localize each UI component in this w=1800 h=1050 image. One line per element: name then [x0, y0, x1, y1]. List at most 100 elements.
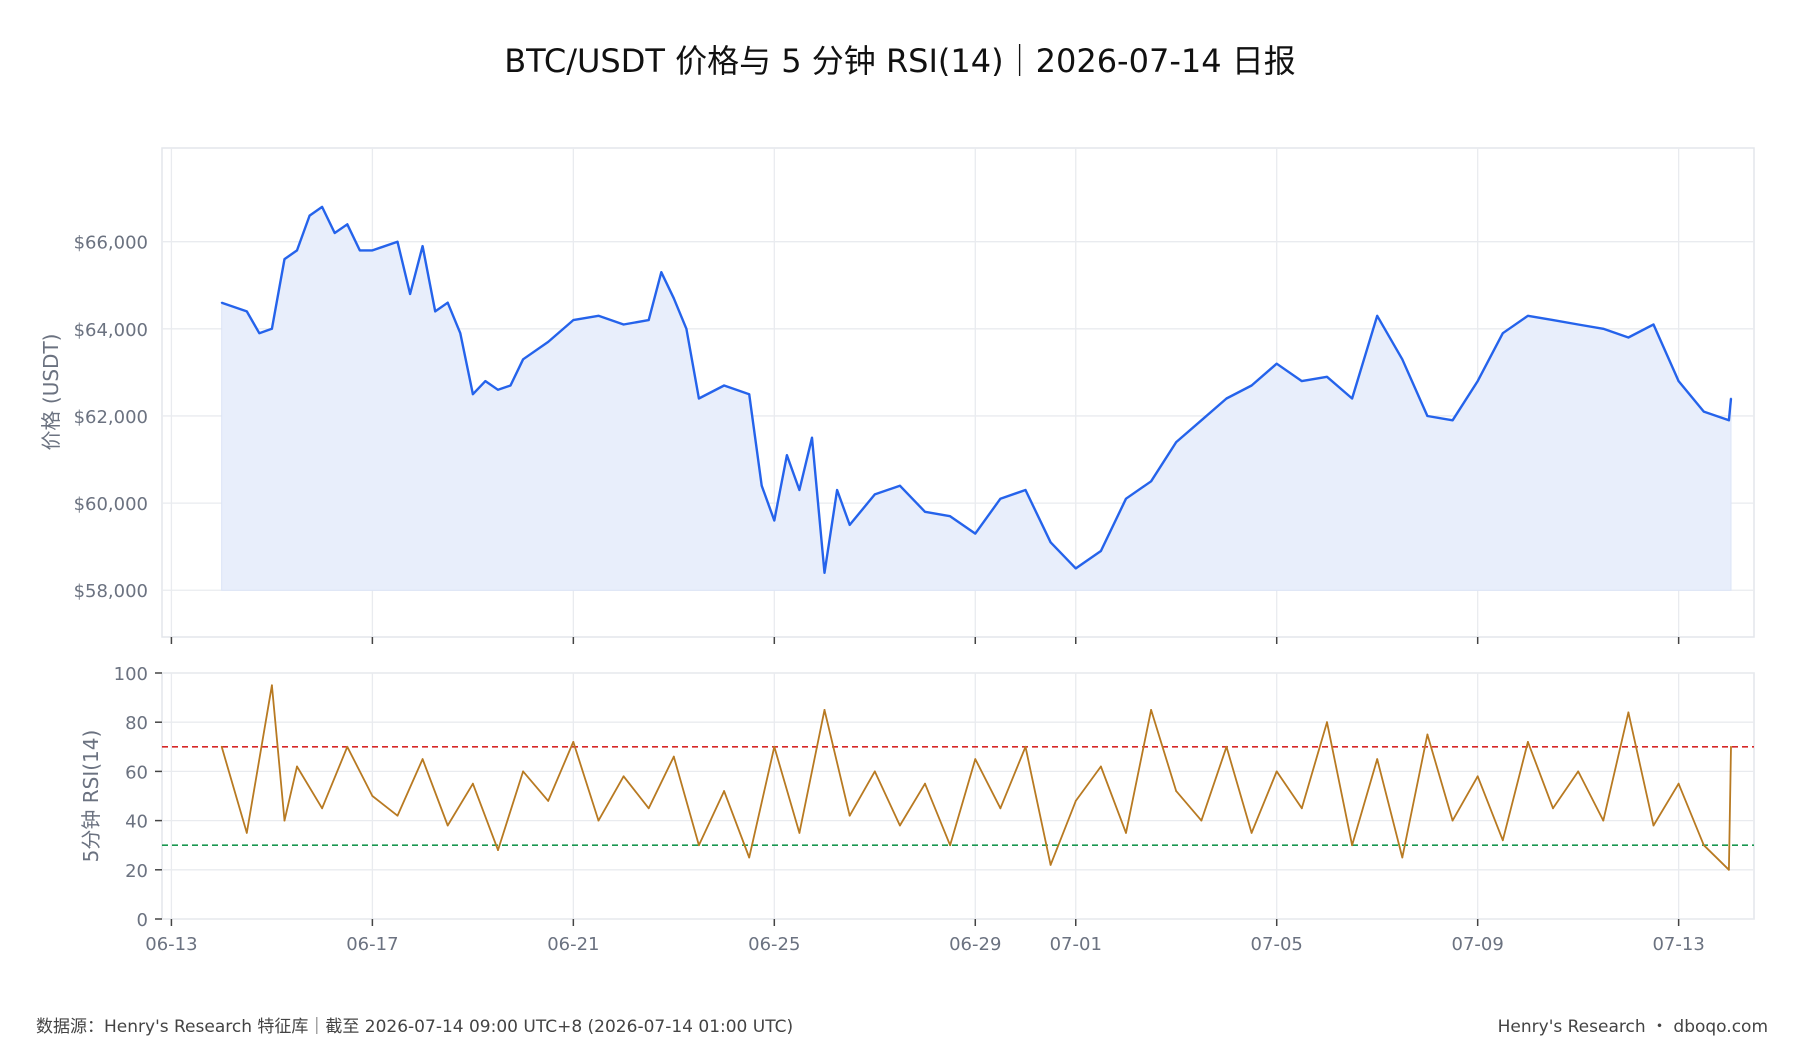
brand-credit: Henry's Research ・ dboqo.com [1497, 1017, 1768, 1037]
price-point [1451, 419, 1454, 422]
price-point [471, 393, 474, 396]
rsi-x-tick-label: 06-13 [145, 934, 197, 955]
rsi-x-tick-label: 07-05 [1251, 934, 1303, 955]
price-point [785, 454, 788, 457]
rsi-point [1602, 819, 1605, 822]
rsi-point [446, 824, 449, 827]
price-point [685, 327, 688, 330]
chart-title: BTC/USDT 价格与 5 分钟 RSI(14)｜2026-07-14 日报 [504, 42, 1296, 80]
price-point [1426, 415, 1429, 417]
rsi-x-tick-label: 07-13 [1652, 934, 1704, 955]
rsi-point [1577, 770, 1580, 773]
rsi-point [1677, 782, 1680, 785]
rsi-x-tick-label: 06-29 [949, 934, 1001, 955]
price-point [1175, 441, 1178, 443]
price-point [1300, 380, 1303, 383]
price-point [547, 341, 550, 343]
price-point [371, 249, 374, 252]
rsi-point [1049, 863, 1052, 866]
rsi-point [974, 758, 977, 760]
price-point [1552, 319, 1554, 322]
price-point [421, 245, 424, 247]
price-point [358, 249, 361, 252]
rsi-y-axis-label: 5分钟 RSI(14) [79, 730, 103, 863]
price-point [999, 497, 1002, 500]
rsi-point [1074, 800, 1077, 802]
price-point [333, 232, 336, 234]
rsi-point [1150, 709, 1153, 711]
price-point [748, 393, 751, 396]
rsi-x-tick-labels: 06-13 06-17 06-21 06-25 06-29 07-01 07-05 07-09… [145, 934, 1705, 955]
rsi-point [283, 819, 286, 822]
price-point [258, 332, 261, 335]
price-point [1476, 380, 1479, 383]
price-y-axis-label: 价格 (USDT) [39, 334, 63, 451]
price-point [1501, 332, 1504, 335]
rsi-x-tick-label: 07-01 [1050, 934, 1102, 955]
price-point [1727, 419, 1730, 422]
price-point [798, 489, 801, 491]
price-y-tick-label: $60,000 [74, 494, 148, 515]
price-point [1225, 397, 1228, 400]
price-point [497, 388, 499, 391]
price-point [296, 249, 298, 252]
rsi-x-tick-label: 07-09 [1452, 934, 1504, 955]
price-point [1250, 384, 1253, 387]
rsi-point [1326, 721, 1328, 724]
rsi-panel: 0 20 40 60 80 100 06-13 06-17 06-21 06-25 06-29 07… [79, 664, 1755, 955]
rsi-point [497, 849, 499, 852]
rsi-point [346, 745, 349, 748]
price-point [873, 493, 876, 496]
price-y-tick-label: $66,000 [74, 233, 148, 254]
price-line [221, 205, 1733, 574]
price-y-tick-label: $64,000 [74, 320, 148, 341]
rsi-y-tick-label: 40 [125, 812, 148, 833]
price-point [597, 314, 600, 317]
price-point [346, 223, 349, 226]
rsi-point [773, 745, 776, 748]
price-point [396, 240, 399, 243]
rsi-y-tick-label: 80 [125, 713, 148, 734]
rsi-point [723, 790, 725, 792]
price-point [484, 380, 487, 383]
price-point [1326, 375, 1328, 378]
rsi-point [1730, 745, 1732, 748]
price-point [1074, 567, 1077, 570]
rsi-point [296, 765, 298, 768]
rsi-y-tick-label: 20 [125, 861, 148, 882]
rsi-point [597, 819, 600, 822]
rsi-point [1501, 839, 1504, 842]
rsi-point [924, 782, 926, 785]
rsi-point [1250, 832, 1253, 834]
price-point [459, 332, 462, 335]
rsi-point [1300, 807, 1303, 810]
price-point [1049, 541, 1052, 544]
price-point [974, 532, 977, 535]
rsi-point [1727, 868, 1730, 871]
price-y-tick-label: $58,000 [74, 581, 148, 602]
rsi-point [1376, 758, 1379, 760]
rsi-point [1451, 819, 1454, 822]
price-point [1401, 358, 1404, 361]
rsi-x-tick-label: 06-25 [748, 934, 800, 955]
rsi-point [421, 758, 424, 760]
price-point [509, 384, 512, 387]
rsi-point [271, 684, 273, 687]
price-point [622, 323, 625, 326]
rsi-point [1426, 733, 1429, 736]
rsi-point [396, 814, 399, 817]
price-point [811, 436, 813, 439]
price-point [1150, 480, 1153, 483]
price-point [899, 484, 901, 487]
rsi-point [471, 782, 474, 785]
rsi-point [1225, 745, 1228, 748]
data-source-note: 数据源：Henry's Research 特征库｜截至 2026-07-14 0… [36, 1017, 794, 1037]
price-point [660, 271, 663, 274]
price-point [1730, 397, 1732, 400]
price-point [647, 319, 650, 322]
chart-canvas: $58,000 $60,000 $62,000 $64,000 $66,000 价格 (… [39, 147, 1755, 955]
rsi-point [848, 814, 851, 817]
rsi-point [672, 755, 675, 758]
rsi-point [220, 745, 223, 748]
price-point [1351, 397, 1353, 400]
